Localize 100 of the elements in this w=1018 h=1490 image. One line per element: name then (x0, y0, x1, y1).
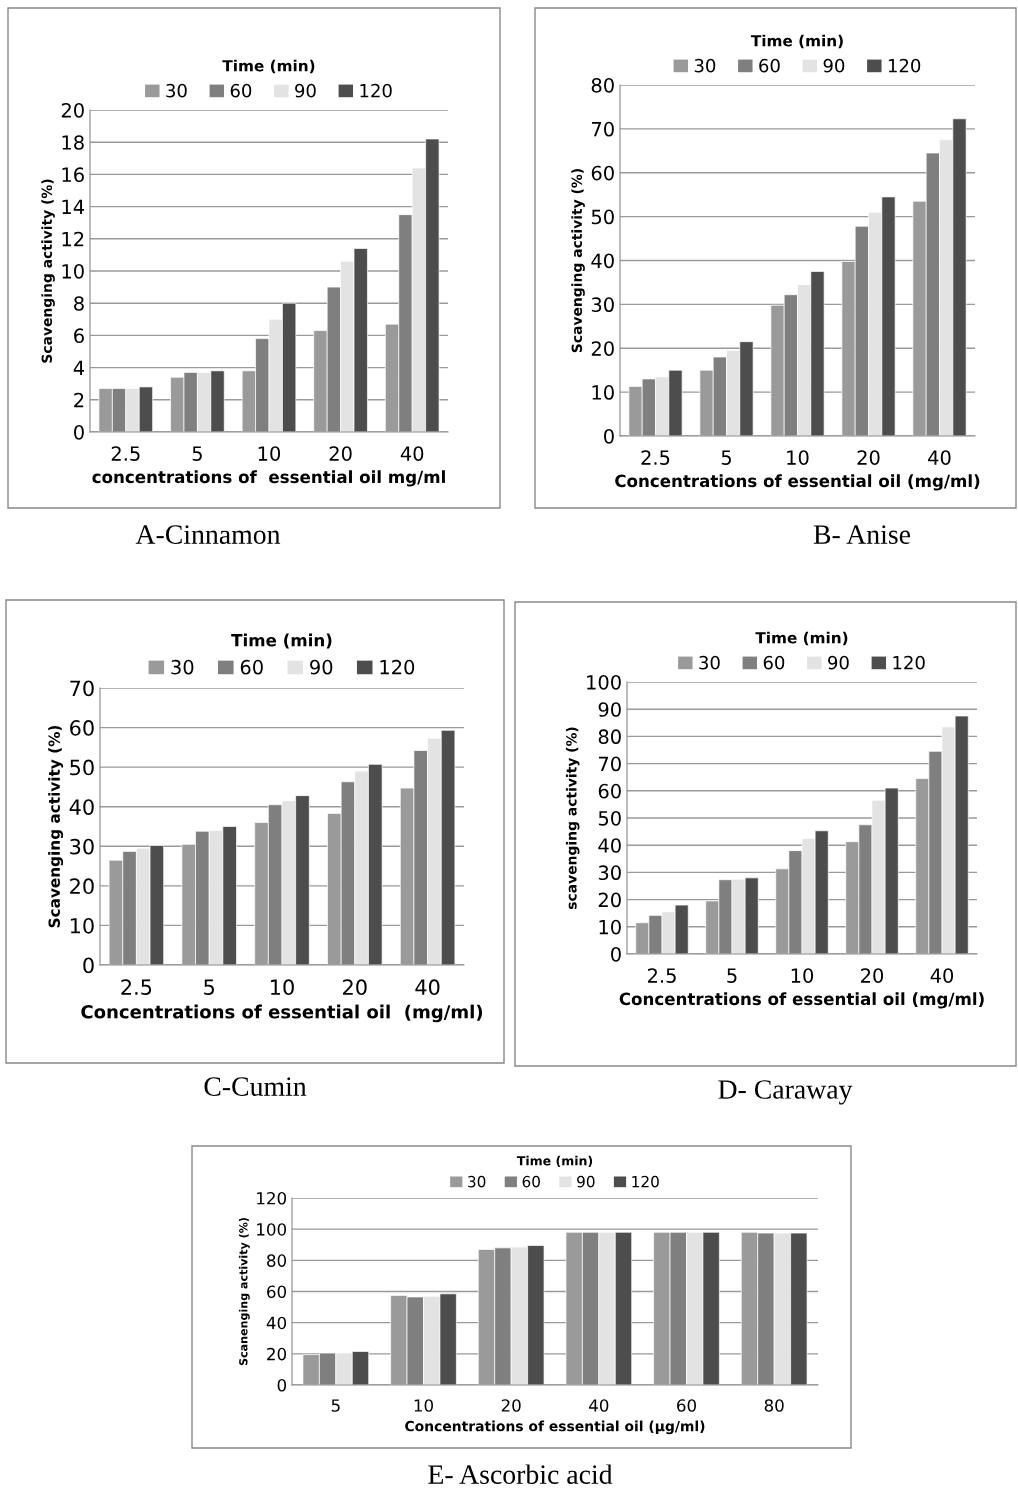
legend-label: 90 (295, 83, 316, 98)
x-tick-label: 40 (928, 450, 951, 465)
y-tick-label: 80 (267, 1254, 287, 1267)
x-tick-label: 5 (192, 446, 202, 461)
y-tick-label: 0 (277, 1378, 287, 1392)
y-tick-label: 70 (598, 756, 621, 772)
y-tick-label: 10 (599, 919, 621, 935)
y-tick-label: 2 (74, 392, 84, 408)
x-tick-label: 60 (677, 1399, 696, 1412)
x-tick-label: 20 (343, 979, 367, 996)
y-tick-label: 0 (604, 428, 614, 444)
x-tick-label: 5 (721, 450, 731, 465)
y-tick-label: 60 (598, 783, 621, 799)
x-tick-label: 40 (930, 968, 954, 983)
y-tick-label: 12 (62, 231, 84, 247)
x-tick-label: 20 (861, 968, 884, 983)
y-tick-label: 80 (591, 77, 614, 93)
legend-title: Time (min) (750, 34, 843, 49)
x-axis-title: Concentrations of essential oil (mg/ml) (615, 474, 980, 491)
x-tick-label: 5 (331, 1399, 340, 1412)
legend-label: 120 (632, 1175, 659, 1188)
x-axis-title: concentrations of essential oil mg/ml (92, 470, 445, 487)
legend-label: 30 (699, 655, 720, 670)
legend-label: 60 (240, 659, 263, 675)
y-tick-label: 70 (70, 680, 94, 697)
y-tick-label: 0 (83, 957, 94, 974)
y-tick-label: 100 (587, 674, 621, 690)
text: A-Cinnamon (135, 525, 281, 544)
x-tick-label: 10 (787, 450, 809, 465)
y-tick-label: 14 (62, 199, 85, 214)
y-tick-label: 40 (591, 253, 614, 269)
legend-title: Time (min) (516, 1155, 593, 1167)
y-tick-label: 50 (70, 759, 94, 776)
x-axis-title: Concentrations of essential oil (µg/ml) (405, 1420, 705, 1435)
x-tick-label: 2.5 (641, 450, 670, 465)
y-tick-label: 80 (598, 729, 621, 745)
y-tick-label: 30 (70, 838, 94, 855)
y-tick-label: 40 (266, 1316, 287, 1330)
legend-title: Time (min) (755, 631, 848, 646)
y-tick-label: 20 (70, 878, 94, 895)
legend-label: 90 (310, 659, 333, 675)
x-tick-label: 2.5 (121, 979, 152, 996)
y-tick-label: 0 (611, 946, 621, 962)
legend-label: 90 (577, 1175, 595, 1188)
legend-label: 60 (230, 83, 252, 98)
y-tick-label: 120 (257, 1191, 287, 1205)
x-tick-label: 40 (400, 446, 424, 461)
y-tick-label: 30 (598, 865, 621, 881)
y-tick-label: 20 (61, 102, 84, 118)
x-tick-label: 10 (791, 968, 814, 983)
legend-label: 120 (360, 83, 392, 98)
y-tick-label: 30 (591, 297, 614, 313)
y-tick-label: 4 (73, 360, 85, 375)
x-tick-label: 20 (501, 1399, 521, 1412)
legend-title: Time (min) (222, 59, 315, 74)
text: B- Anise (813, 525, 911, 544)
y-tick-label: 20 (591, 341, 614, 356)
y-tick-label: 10 (70, 917, 94, 934)
x-tick-label: 5 (204, 979, 215, 996)
y-tick-label: 40 (598, 838, 621, 853)
y-tick-label: 90 (598, 702, 621, 717)
y-axis-title: Scavenging activity (%) (48, 725, 64, 928)
legend-label: 90 (828, 655, 849, 670)
y-tick-label: 20 (598, 892, 621, 908)
legend-label: 60 (763, 655, 785, 670)
legend-label: 120 (893, 655, 925, 670)
x-tick-label: 40 (415, 979, 440, 996)
y-tick-label: 10 (592, 385, 614, 400)
x-tick-label: 80 (764, 1399, 784, 1412)
y-tick-label: 8 (74, 296, 84, 311)
x-axis-title: Concentrations of essential oil (mg/ml) (81, 1004, 483, 1023)
legend-label: 120 (380, 659, 415, 675)
y-axis-title: Scanenging activity (%) (238, 1218, 250, 1366)
x-tick-label: 5 (727, 968, 737, 983)
y-tick-label: 16 (62, 167, 84, 183)
y-tick-label: 60 (267, 1285, 287, 1299)
x-tick-label: 2.5 (647, 968, 676, 983)
y-tick-label: 70 (591, 121, 614, 137)
y-axis-title: Scavenging activity (%) (41, 179, 55, 363)
y-tick-label: 40 (69, 799, 94, 815)
x-axis-title: Concentrations of essential oil (mg/ml) (619, 992, 984, 1009)
y-tick-label: 60 (70, 720, 94, 736)
y-tick-label: 50 (598, 810, 621, 826)
y-tick-label: 10 (62, 263, 84, 279)
y-tick-label: 6 (74, 328, 84, 344)
legend-label: 30 (694, 58, 716, 73)
y-tick-label: 50 (591, 209, 614, 225)
legend-label: 60 (759, 58, 780, 73)
legend-label: 90 (823, 58, 845, 73)
x-tick-label: 10 (414, 1399, 433, 1412)
x-tick-label: 20 (329, 446, 352, 461)
legend-title: Time (min) (231, 633, 332, 649)
legend-label: 60 (522, 1175, 540, 1188)
text: E- Ascorbic acid (428, 1464, 613, 1484)
legend-label: 30 (468, 1175, 486, 1188)
y-tick-label: 100 (257, 1223, 287, 1236)
y-tick-label: 18 (62, 135, 84, 150)
y-tick-label: 60 (591, 165, 614, 181)
y-tick-label: 20 (267, 1347, 287, 1361)
legend-label: 120 (888, 58, 921, 73)
